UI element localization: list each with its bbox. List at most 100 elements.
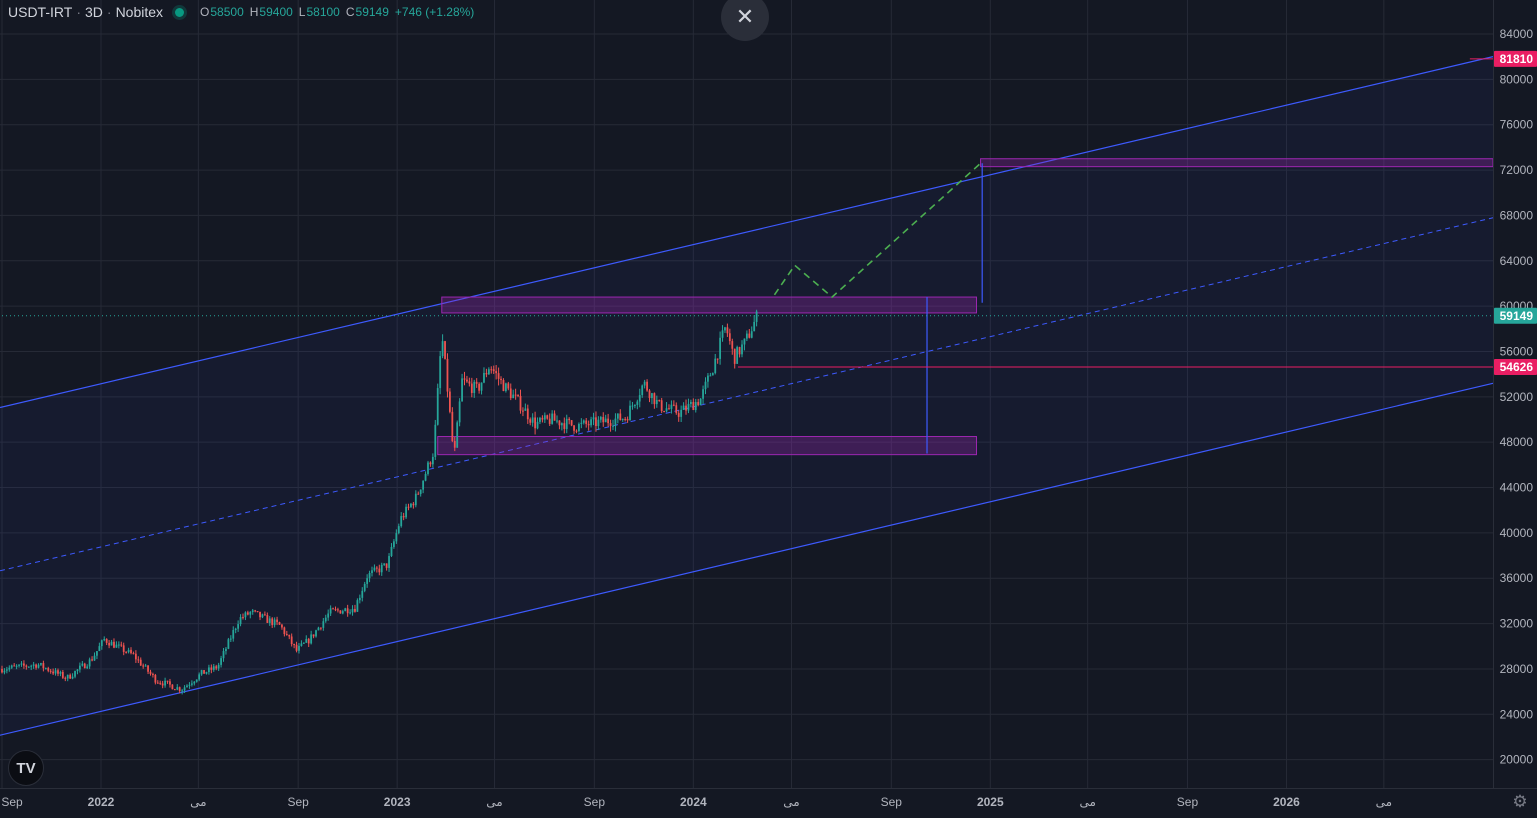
candle-body — [220, 658, 222, 665]
candle-body — [629, 405, 631, 421]
candle-body — [222, 651, 225, 659]
candle-body — [731, 341, 734, 349]
time-tick-label: Sep — [881, 795, 903, 809]
candle-body — [417, 493, 420, 495]
candle-body — [242, 617, 244, 619]
time-tick-label: Sep — [1, 795, 23, 809]
candle-body — [602, 417, 605, 423]
candle-body — [699, 398, 702, 406]
candle-body — [558, 420, 561, 426]
candle-body — [643, 381, 646, 386]
candle-body — [86, 666, 89, 669]
candle-body — [388, 556, 390, 568]
candle-body — [144, 665, 147, 667]
symbol-name[interactable]: USDT-IRT — [8, 4, 73, 20]
candle-body — [15, 665, 18, 667]
candle-body — [385, 563, 388, 568]
candle-body — [461, 378, 463, 402]
candle-body — [439, 356, 442, 389]
candle-body — [466, 379, 468, 382]
candle-body — [378, 568, 381, 573]
candle-body — [8, 667, 11, 670]
candle-body — [57, 670, 59, 674]
candle-body — [251, 610, 254, 612]
time-tick-label: 2026 — [1273, 795, 1300, 809]
candle-body — [188, 684, 191, 686]
candle-body — [249, 611, 252, 615]
candle-body — [621, 418, 624, 421]
candle-body — [88, 659, 91, 667]
candle-body — [203, 670, 205, 674]
candle-body — [210, 667, 213, 670]
candle-body — [354, 608, 356, 612]
price-tick-label: 80000 — [1500, 72, 1534, 86]
candle-body — [390, 546, 393, 557]
candle-body — [234, 628, 237, 631]
time-axis-background — [0, 788, 1537, 818]
candle-body — [707, 375, 709, 382]
candle-body — [565, 418, 568, 429]
channel-lower-line — [0, 382, 1494, 736]
candle-body — [497, 373, 500, 379]
price-axis-background — [1493, 0, 1537, 818]
close-button[interactable]: ✕ — [721, 0, 769, 41]
candle-body — [337, 609, 339, 611]
candle-body — [741, 344, 743, 355]
channel-middle-line — [0, 217, 1494, 572]
exchange-label: Nobitex — [115, 4, 164, 20]
candle-body — [156, 682, 159, 684]
market-status-icon[interactable] — [175, 7, 185, 17]
candle-body — [261, 614, 264, 618]
candle-body — [302, 642, 305, 644]
candle-body — [120, 644, 123, 646]
candle-body — [526, 408, 529, 420]
candle-body — [130, 649, 132, 654]
supply-demand-zone — [437, 436, 978, 456]
candle-body — [604, 418, 607, 423]
chart-settings-button[interactable]: ⚙ — [1510, 792, 1530, 812]
timeframe-label[interactable]: 3D — [84, 4, 103, 20]
candle-body — [125, 651, 128, 653]
candle-body — [5, 669, 8, 671]
candle-body — [483, 372, 485, 383]
candle-body — [373, 567, 376, 571]
candle-body — [273, 619, 276, 626]
candle-body — [312, 634, 315, 637]
candle-body — [171, 684, 174, 690]
candle-body — [351, 608, 354, 613]
candle-body — [541, 417, 544, 420]
candle-body — [76, 669, 79, 672]
tradingview-logo[interactable]: TV — [8, 750, 44, 786]
candle-body — [560, 423, 563, 426]
candle-body — [310, 634, 313, 644]
candle-body — [582, 420, 585, 423]
price-level-label: 81810 — [1500, 52, 1534, 66]
candle-body — [634, 404, 636, 406]
open-value: O58500 — [200, 5, 244, 19]
price-tick-label: 56000 — [1500, 344, 1534, 358]
candle-body — [414, 493, 417, 506]
candle-body — [380, 564, 383, 573]
time-tick-label: Sep — [584, 795, 606, 809]
candle-body — [266, 615, 269, 623]
candle-body — [480, 382, 483, 391]
candle-body — [653, 393, 656, 405]
candle-body — [358, 597, 361, 601]
candle-body — [283, 627, 286, 635]
candle-body — [290, 636, 293, 645]
candle-body — [237, 624, 240, 629]
candle-body — [271, 618, 274, 626]
candle-body — [519, 395, 522, 411]
candle-body — [393, 541, 395, 547]
price-level-tag — [1494, 307, 1537, 324]
candle-body — [405, 506, 407, 518]
candle-body — [139, 659, 142, 666]
candle-body — [300, 643, 303, 646]
price-tick-label: 84000 — [1500, 27, 1534, 41]
candle-body — [578, 423, 580, 432]
candle-body — [512, 394, 515, 399]
candle-body — [134, 653, 137, 660]
candle-body — [446, 358, 449, 392]
